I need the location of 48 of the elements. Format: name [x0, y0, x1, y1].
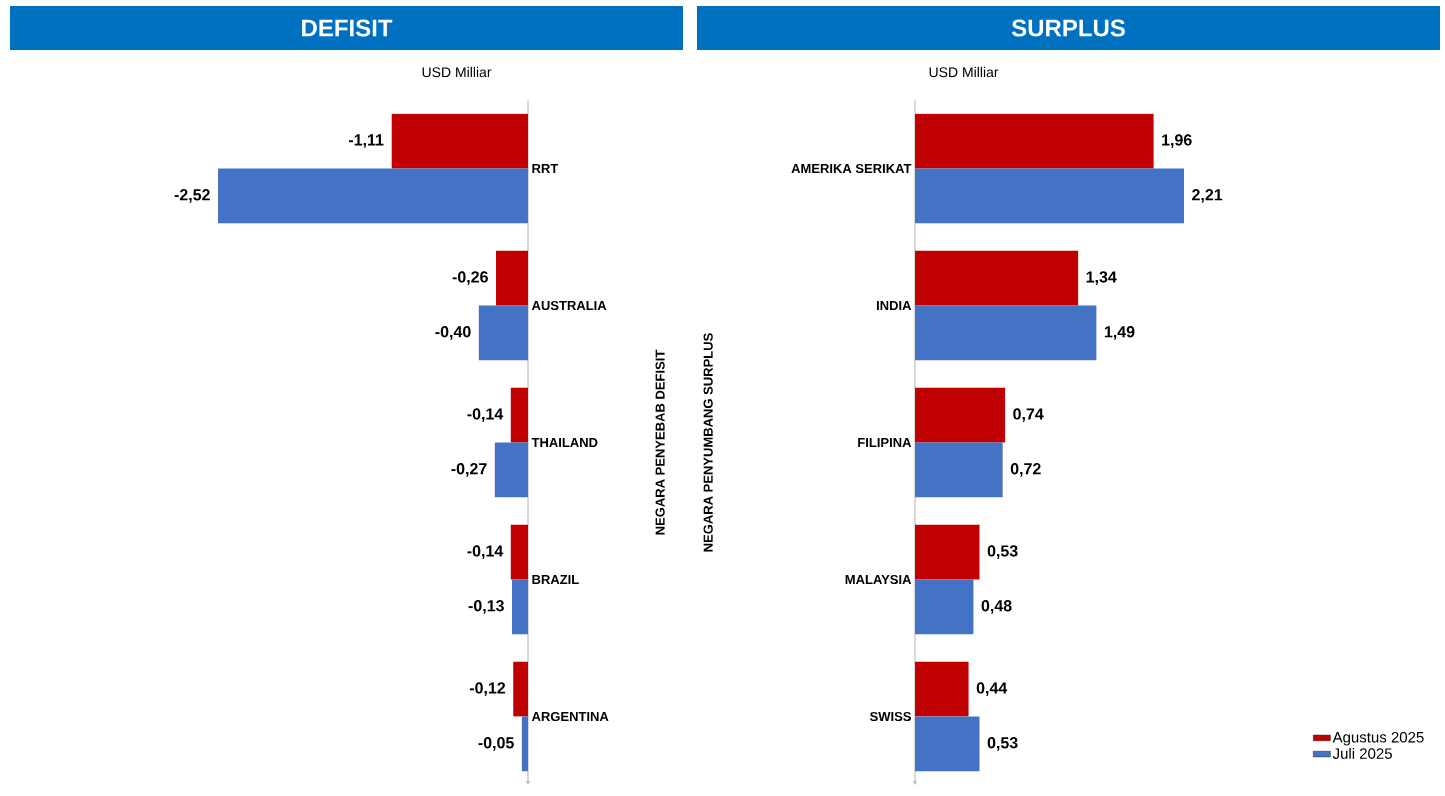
- data-label: -0,13: [468, 600, 504, 614]
- bar: [915, 716, 980, 772]
- y-tick-label: AUSTRALIA: [531, 300, 607, 311]
- data-label: -1,11: [348, 134, 384, 148]
- bar: [915, 168, 1185, 224]
- data-label: -0,27: [451, 463, 487, 477]
- data-label: 0,53: [987, 545, 1018, 559]
- data-label: 0,53: [987, 737, 1018, 751]
- legend-label: Agustus 2025: [1332, 731, 1424, 746]
- y-tick-label: ARGENTINA: [531, 711, 609, 722]
- chart-subtitle: USD Milliar: [422, 66, 492, 78]
- data-label: -0,26: [452, 271, 488, 285]
- data-label: 0,74: [1013, 408, 1044, 422]
- y-tick-label: INDIA: [876, 301, 912, 310]
- data-label: 0,72: [1010, 463, 1041, 477]
- legend-label: Juli 2025: [1332, 747, 1392, 759]
- bar: [915, 579, 974, 635]
- bar: [915, 661, 969, 717]
- y-axis-title: NEGARA PENYUMBANG SURPLUS: [703, 333, 713, 552]
- y-tick-label: THAILAND: [531, 438, 598, 447]
- data-label: -0,14: [467, 545, 504, 559]
- data-label: -0,40: [435, 326, 471, 340]
- bar: [915, 250, 1079, 306]
- data-label: -2,52: [174, 189, 210, 203]
- y-tick-label: FILIPINA: [858, 438, 912, 447]
- y-tick-label: MALAYSIA: [845, 574, 912, 585]
- bar: [915, 524, 980, 580]
- bar: [915, 387, 1006, 443]
- data-label: 1,34: [1086, 271, 1117, 285]
- y-axis-title: NEGARA PENYEBAB DEFISIT: [655, 349, 665, 535]
- data-label: -0,12: [469, 682, 506, 696]
- bar: [915, 113, 1154, 169]
- data-label: 2,21: [1192, 189, 1223, 203]
- data-label: 0,48: [981, 600, 1012, 614]
- y-tick-label: RRT: [532, 164, 559, 173]
- data-label: -0,05: [478, 737, 514, 751]
- y-tick-label: AMERIKA SERIKAT: [791, 163, 912, 174]
- data-label: 0,44: [976, 682, 1008, 696]
- chart-subtitle: USD Milliar: [929, 66, 999, 78]
- chart-title: DEFISIT: [302, 19, 393, 37]
- data-label: -0,14: [467, 408, 504, 422]
- y-tick-label: BRAZIL: [532, 575, 579, 584]
- data-label: 1,49: [1104, 326, 1135, 340]
- data-label: 1,96: [1162, 134, 1192, 148]
- chart-title: SURPLUS: [1011, 19, 1125, 37]
- bar: [915, 305, 1097, 361]
- bar: [915, 442, 1003, 498]
- y-tick-label: SWISS: [869, 711, 911, 722]
